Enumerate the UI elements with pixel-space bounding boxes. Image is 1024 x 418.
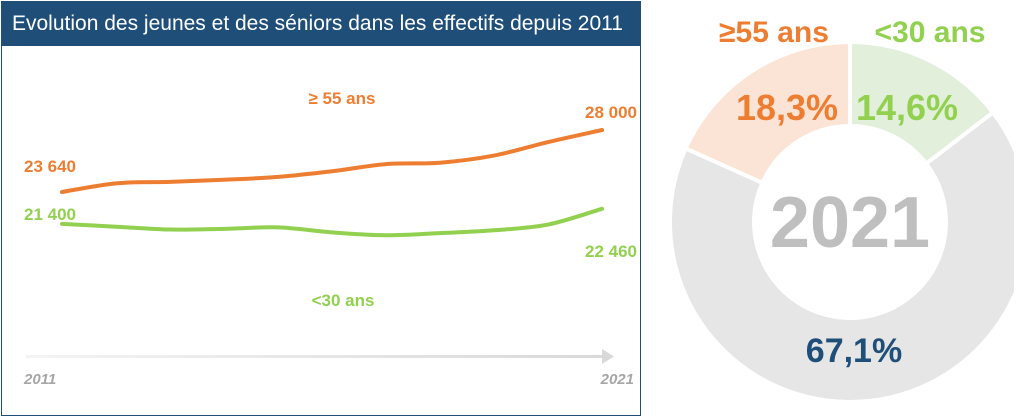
series-label-youth: <30 ans [312, 291, 375, 310]
data-label-youth-start: 21 400 [24, 205, 76, 224]
data-label-seniors-start: 23 640 [24, 157, 76, 176]
series-label-seniors: ≥ 55 ans [309, 89, 376, 108]
x-tick-label-end: 2021 [600, 371, 634, 388]
pie-slice-seniors [683, 39, 852, 186]
donut-chart: 2021 14,6% 18,3% 67,1% ≥55 ans <30 ans [668, 16, 1014, 404]
pie-slice-other [668, 109, 1014, 404]
pie-value-label-other: 67,1% [806, 332, 902, 370]
x-axis-line [26, 355, 604, 358]
pie-legend-label-youth: <30 ans [875, 16, 986, 49]
line-chart: ≥ 55 ans <30 ans 23 640 28 000 21 400 22 460 2… [23, 89, 637, 388]
chart-title: Evolution des jeunes et des séniors dans… [2, 2, 640, 46]
center-label-year: 2021 [770, 183, 930, 263]
data-label-seniors-end: 28 000 [585, 103, 637, 122]
data-label-youth-end: 22 460 [585, 242, 637, 261]
x-axis-arrow [602, 349, 614, 364]
series-line-seniors [60, 128, 604, 194]
pie-value-label-youth: 14,6% [856, 87, 958, 128]
pie-value-label-seniors: 18,3% [736, 87, 838, 128]
line-chart-panel: Evolution des jeunes et des séniors dans… [1, 1, 641, 416]
pie-legend-label-seniors: ≥55 ans [719, 16, 829, 49]
x-tick-label-start: 2011 [23, 371, 56, 388]
series-line-youth [60, 206, 604, 238]
